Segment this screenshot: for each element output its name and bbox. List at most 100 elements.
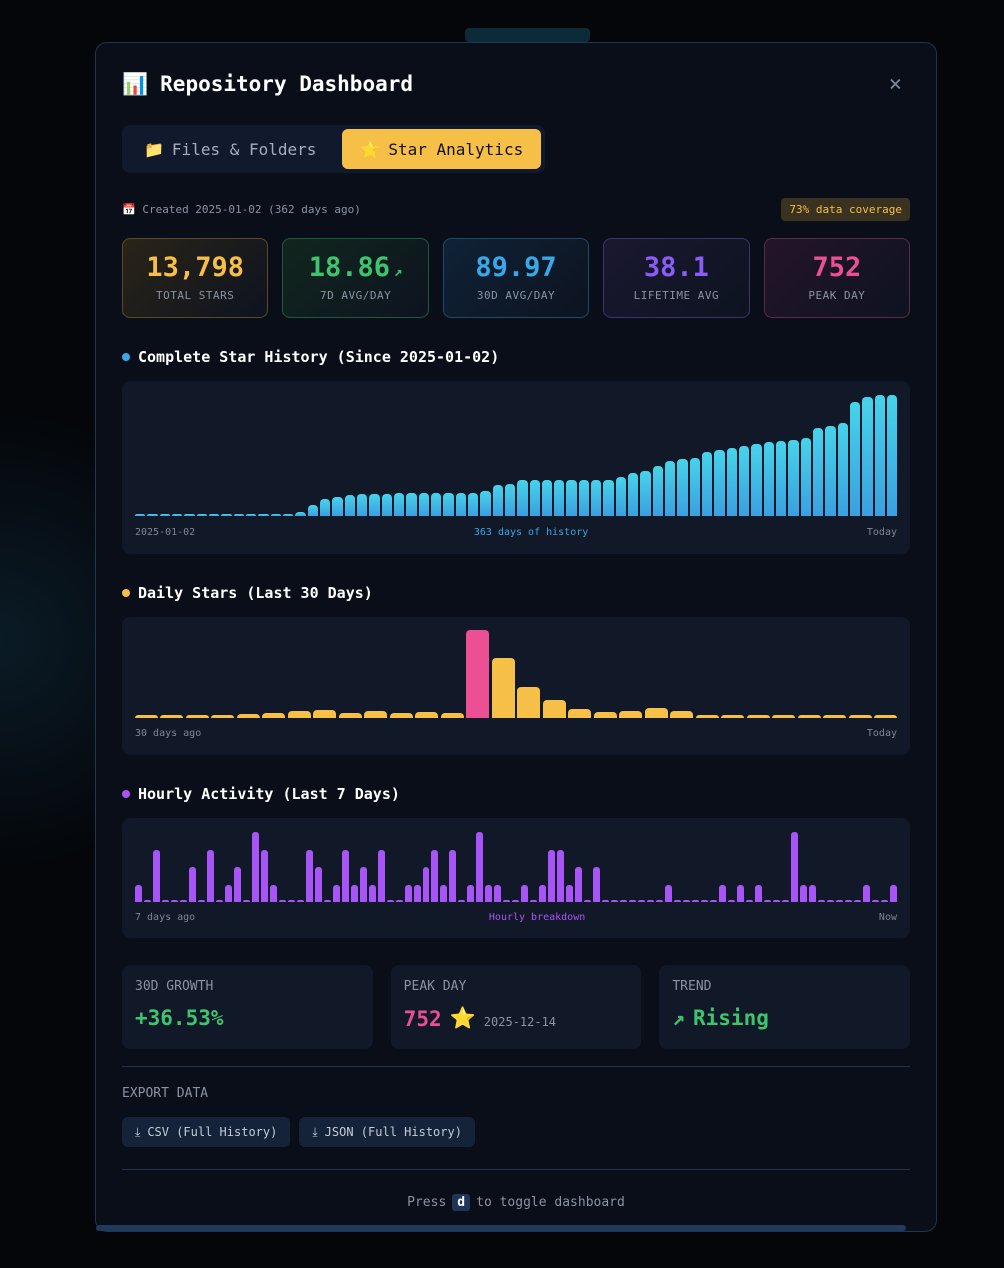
chart-bar [135, 715, 158, 718]
chart-bar [826, 900, 834, 902]
chart-bar [440, 713, 464, 718]
chart-bar [844, 900, 852, 902]
export-json-button[interactable]: ⤓ JSON (Full History) [299, 1117, 475, 1147]
chart-bar [413, 884, 421, 902]
trend-card: TREND ↗ Rising [659, 965, 911, 1049]
chart-bar [491, 658, 515, 718]
chart-bar [751, 443, 762, 516]
axis-start: 2025-01-02 [135, 527, 196, 538]
chart-bar [171, 514, 183, 516]
chart-bar [629, 900, 637, 902]
peak-date: 2025-12-14 [483, 1014, 557, 1029]
chart-bar [602, 900, 610, 902]
chart-bar [754, 884, 762, 902]
stat-label: 7D AVG/DAY [319, 289, 392, 302]
chart-bar [677, 459, 688, 516]
chart-bar [772, 715, 796, 718]
stat-value: 13,798 [146, 252, 244, 283]
hint-text: Press [407, 1195, 447, 1210]
chart-bar [603, 479, 614, 516]
chart-bar [799, 884, 807, 902]
chart-bar [541, 479, 553, 516]
chart-bar [278, 900, 286, 902]
chart-bar [718, 884, 726, 902]
chart-bar [170, 900, 178, 902]
chart-bar [825, 425, 836, 516]
daily-chart: 30 days ago Today [122, 617, 910, 755]
chart-bar [323, 900, 331, 902]
chart-bar [529, 479, 540, 516]
chart-bar [808, 884, 816, 902]
chart-bar [689, 457, 701, 516]
chart-bar [692, 900, 700, 902]
chart-bar [480, 490, 491, 516]
card-value: 752 [403, 1006, 442, 1031]
chart-bar [652, 465, 664, 516]
history-chart: 2025-01-02 363 days of history Today [122, 381, 910, 554]
chart-bar [683, 900, 691, 902]
chart-bar [135, 884, 142, 902]
trend-up-icon: ↗ [394, 264, 403, 280]
chart-bar [862, 884, 870, 902]
chart-bar [726, 447, 738, 516]
chart-bar [185, 715, 209, 718]
chart-bar [871, 900, 879, 902]
chart-bar [557, 849, 565, 902]
chart-bar [763, 900, 771, 902]
chart-bar [566, 479, 577, 516]
chart-bar [406, 493, 417, 516]
chart-bar [638, 900, 646, 902]
chart-bar [674, 900, 682, 902]
chart-bar [521, 884, 529, 902]
download-icon: ⤓ [312, 1124, 318, 1139]
chart-bar [781, 900, 789, 902]
chart-bar [389, 713, 413, 718]
chart-bar [287, 900, 295, 902]
created-info: 📅 Created 2025-01-02 (362 days ago) [122, 203, 361, 216]
card-label: TREND [672, 979, 712, 994]
close-icon[interactable]: × [888, 71, 902, 97]
tab-label: Star Analytics [388, 139, 524, 159]
chart-bar [670, 711, 694, 718]
chart-bar [332, 496, 343, 516]
chart-bar [503, 900, 511, 902]
chart-bar [874, 395, 886, 516]
horizontal-scrollbar[interactable] [96, 1225, 906, 1231]
chart-bar [837, 423, 849, 516]
chart-bar [211, 715, 235, 718]
chart-bar [848, 715, 872, 718]
tab-label: Files & Folders [171, 139, 317, 159]
hourly-section-title: Hourly Activity (Last 7 Days) [122, 785, 910, 803]
chart-bar [539, 884, 547, 902]
chart-bar [344, 495, 355, 516]
chart-bar [862, 396, 873, 516]
star-icon: ⭐ [360, 139, 381, 159]
growth-card: 30D GROWTH +36.53% [122, 965, 373, 1049]
chart-bar [393, 493, 405, 516]
chart-bar [197, 900, 205, 902]
tab-star-analytics[interactable]: ⭐ Star Analytics [342, 129, 542, 169]
chart-icon: 📊 [122, 71, 149, 96]
card-label: 30D GROWTH [135, 979, 214, 994]
stat-label: PEAK DAY [808, 289, 866, 302]
tab-files-folders[interactable]: 📁 Files & Folders [126, 129, 334, 169]
chart-bar [494, 884, 502, 902]
chart-bar [739, 446, 750, 516]
chart-bar [440, 884, 448, 902]
chart-bar [430, 493, 442, 516]
export-csv-button[interactable]: ⤓ CSV (Full History) [122, 1117, 291, 1147]
chart-bar [736, 884, 744, 902]
footer-hint: Press d to toggle dashboard [122, 1194, 910, 1211]
divider [122, 1169, 910, 1170]
chart-bar [245, 514, 257, 516]
chart-bar [880, 900, 888, 902]
chart-bar [476, 832, 484, 902]
chart-bar [467, 492, 479, 516]
chart-bar [152, 849, 160, 902]
chart-bar [422, 867, 430, 902]
card-value: +36.53% [135, 1006, 224, 1030]
chart-bar [395, 900, 403, 902]
bullet-icon [122, 589, 130, 597]
chart-bar [443, 493, 454, 516]
trend-up-icon: ↗ [672, 1006, 685, 1030]
